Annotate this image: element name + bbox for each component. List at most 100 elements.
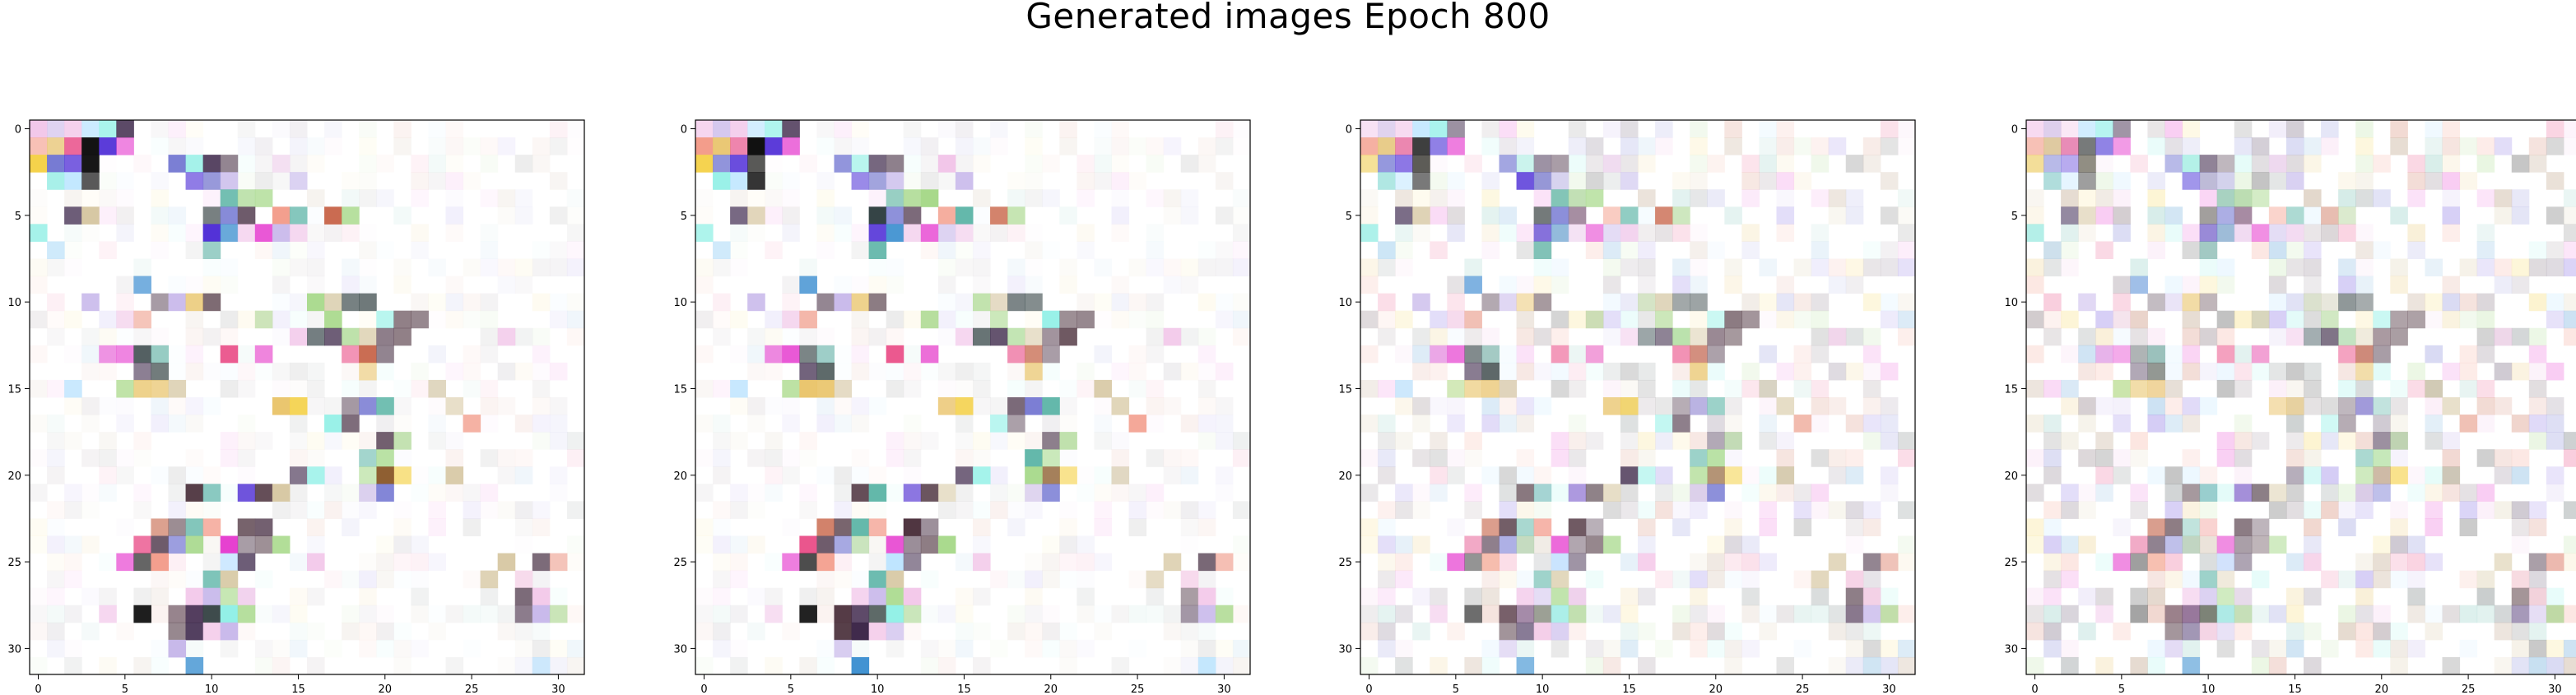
- pixel: [2251, 310, 2270, 329]
- pixel: [1568, 518, 1587, 536]
- pixel-noise: [1232, 639, 1251, 658]
- pixel-noise: [1690, 172, 1708, 190]
- pixel-noise: [2338, 484, 2356, 502]
- pixel-noise: [2234, 155, 2253, 173]
- pixel-noise: [903, 362, 922, 381]
- pixel-noise: [1724, 120, 1742, 138]
- pixel: [2338, 397, 2356, 415]
- pixel: [64, 137, 82, 155]
- pixel-noise: [1724, 449, 1742, 467]
- pixel-noise: [1620, 155, 1639, 173]
- pixel-noise: [973, 276, 991, 294]
- pixel-noise: [1638, 518, 1656, 536]
- pixel-noise: [834, 484, 853, 502]
- pixel-noise: [133, 484, 151, 502]
- pixel-noise: [1007, 276, 1025, 294]
- pixel-noise: [2182, 172, 2201, 190]
- pixel: [220, 224, 239, 242]
- pixel-noise: [1724, 570, 1742, 589]
- pixel-noise: [2216, 379, 2235, 398]
- pixel-noise: [2061, 605, 2079, 623]
- pixel-noise: [1499, 415, 1518, 433]
- pixel-noise: [2425, 622, 2443, 641]
- pixel-noise: [2234, 120, 2253, 138]
- pixel: [2216, 224, 2235, 242]
- pixel-noise: [1759, 466, 1777, 484]
- pixel: [782, 345, 800, 364]
- pixel: [1025, 362, 1043, 381]
- pixel-noise: [2511, 189, 2530, 207]
- pixel-noise: [2304, 432, 2322, 450]
- pixel-noise: [1360, 345, 1379, 364]
- pixel-noise: [480, 605, 499, 623]
- pixel-noise: [2199, 397, 2218, 415]
- pixel-noise: [2390, 449, 2408, 467]
- pixel: [2182, 622, 2201, 641]
- pixel-noise: [990, 137, 1008, 155]
- pixel: [1672, 345, 1690, 364]
- pixel: [1395, 120, 1413, 138]
- pixel-noise: [1076, 553, 1095, 572]
- pixel: [1007, 397, 1025, 415]
- pixel-noise: [1163, 466, 1182, 484]
- pixel-noise: [307, 362, 325, 381]
- pixel: [2078, 293, 2096, 312]
- pixel-noise: [1128, 310, 1147, 329]
- pixel-noise: [1690, 622, 1708, 641]
- pixel-noise: [202, 535, 221, 554]
- pixel: [1025, 449, 1043, 467]
- pixel-noise: [1094, 415, 1112, 433]
- pixel-noise: [1776, 362, 1795, 381]
- pixel-noise: [2285, 587, 2304, 606]
- pixel: [1551, 570, 1569, 589]
- pixel: [220, 172, 239, 190]
- pixel-noise: [202, 327, 221, 346]
- pixel-noise: [393, 570, 412, 589]
- pixel: [411, 310, 429, 329]
- pixel-noise: [2407, 570, 2425, 589]
- pixel-noise: [2511, 501, 2530, 519]
- pixel-noise: [289, 137, 308, 155]
- pixel-noise: [1128, 484, 1147, 502]
- pixel-noise: [2373, 622, 2391, 641]
- pixel: [1197, 656, 1216, 675]
- pixel: [1464, 379, 1482, 398]
- pixel-noise: [2546, 397, 2564, 415]
- pixel-noise: [272, 120, 291, 138]
- pixel: [2182, 587, 2201, 606]
- pixel: [1042, 466, 1060, 484]
- pixel-noise: [851, 241, 870, 259]
- pixel-noise: [747, 484, 765, 502]
- pixel-noise: [2285, 293, 2304, 312]
- pixel: [2268, 155, 2287, 173]
- pixel-noise: [2026, 415, 2044, 433]
- pixel: [1412, 120, 1430, 138]
- pixel: [1690, 466, 1708, 484]
- pixel-noise: [1845, 258, 1864, 277]
- pixel-noise: [237, 466, 256, 484]
- pixel-noise: [2476, 293, 2495, 312]
- pixel-noise: [2304, 656, 2322, 675]
- pixel-noise: [973, 224, 991, 242]
- pixel: [886, 345, 904, 364]
- pixel-noise: [514, 449, 533, 467]
- pixel-noise: [834, 501, 853, 519]
- pixel-noise: [116, 276, 134, 294]
- pixel-noise: [903, 310, 922, 329]
- pixel-noise: [2061, 484, 2079, 502]
- pixel-noise: [1741, 605, 1760, 623]
- pixel: [1516, 484, 1535, 502]
- pixel-noise: [1197, 293, 1216, 312]
- pixel-noise: [2095, 362, 2113, 381]
- pixel-noise: [566, 449, 585, 467]
- y-tick-label: 20: [2004, 470, 2018, 483]
- pixel-noise: [445, 120, 464, 138]
- pixel-noise: [1880, 432, 1899, 450]
- pixel-noise: [532, 345, 551, 364]
- pixel-noise: [782, 327, 800, 346]
- pixel-noise: [1880, 137, 1899, 155]
- pixel-noise: [289, 155, 308, 173]
- pixel-noise: [851, 345, 870, 364]
- pixel-noise: [1724, 137, 1742, 155]
- pixel: [237, 206, 256, 225]
